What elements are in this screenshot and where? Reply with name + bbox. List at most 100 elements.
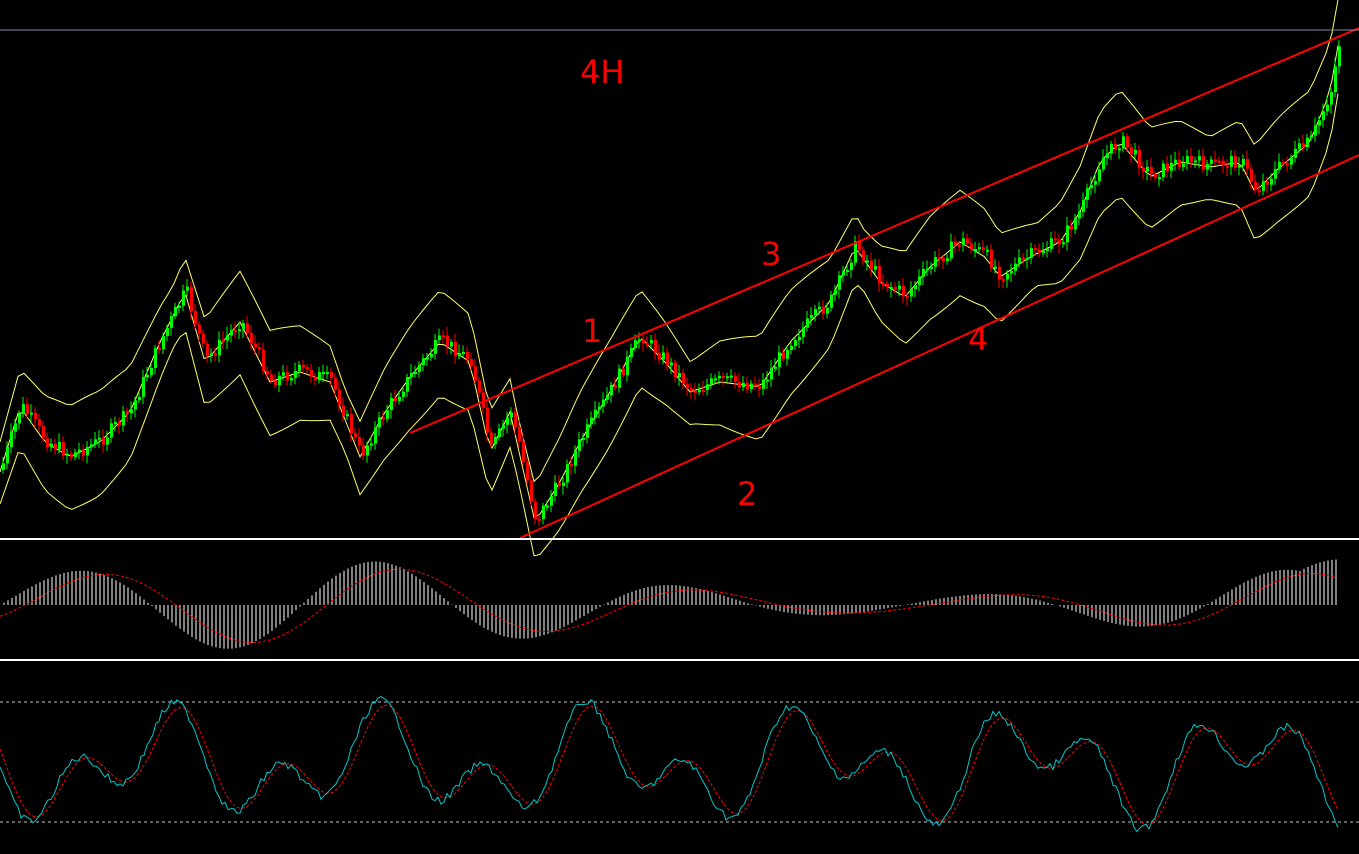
candle-body (122, 411, 125, 426)
candle-body (310, 369, 313, 377)
candle-body (778, 352, 781, 367)
candle-body (182, 290, 185, 306)
candle-body (1290, 157, 1293, 165)
candle-body (650, 339, 653, 344)
candle-body (406, 377, 409, 392)
candle-body (90, 444, 93, 447)
candle-body (1118, 148, 1121, 151)
candle-body (858, 241, 861, 251)
candle-body (150, 367, 153, 375)
candle-body (598, 406, 601, 410)
candle-body (174, 306, 177, 317)
candle-body (366, 445, 369, 456)
candle-body (958, 244, 961, 247)
candle-body (14, 423, 17, 432)
candle-body (646, 343, 649, 346)
candle-body (658, 352, 661, 360)
candle-body (982, 247, 985, 250)
candle-body (498, 428, 501, 438)
candle-body (690, 388, 693, 391)
candle-body (342, 405, 345, 417)
candle-body (18, 413, 21, 424)
candle-body (622, 368, 625, 375)
candle-body (154, 348, 157, 368)
candle-body (666, 352, 669, 366)
candle-body (794, 340, 797, 346)
candle-body (130, 409, 133, 414)
candle-body (198, 324, 201, 334)
candle-body (354, 433, 357, 437)
candle-body (1034, 248, 1037, 251)
candle-body (1042, 251, 1045, 254)
candle-body (1258, 190, 1261, 193)
candle-body (50, 443, 53, 448)
candle-body (94, 439, 97, 445)
candle-body (970, 243, 973, 250)
candle-body (322, 372, 325, 375)
candle-body (946, 258, 949, 262)
candle-body (850, 262, 853, 271)
candle-body (170, 316, 173, 328)
candle-body (1098, 169, 1101, 182)
candle-body (350, 414, 353, 434)
candle-body (30, 412, 33, 415)
candle-body (762, 379, 765, 389)
candle-body (906, 296, 909, 299)
candle-body (510, 412, 513, 418)
candle-body (1326, 104, 1329, 112)
candle-body (978, 247, 981, 250)
candle-body (1130, 147, 1133, 155)
candle-body (966, 238, 969, 244)
candle-body (78, 449, 81, 453)
candle-body (710, 378, 713, 385)
candle-body (1178, 159, 1181, 167)
candle-body (1138, 149, 1141, 168)
candle-body (1222, 160, 1225, 166)
candle-body (790, 345, 793, 351)
candle-body (874, 265, 877, 270)
candle-body (246, 323, 249, 333)
candle-body (1334, 66, 1337, 93)
candle-body (1110, 144, 1113, 154)
candle-body (74, 452, 77, 458)
candle-body (358, 436, 361, 446)
candle-body (670, 362, 673, 366)
candle-body (1086, 188, 1089, 200)
candle-body (990, 249, 993, 269)
candle-body (482, 392, 485, 408)
candle-body (898, 285, 901, 290)
candle-body (282, 372, 285, 376)
candle-body (266, 370, 269, 375)
candle-body (318, 372, 321, 381)
candle-body (506, 417, 509, 425)
candle-body (254, 343, 257, 348)
candle-body (1082, 199, 1085, 212)
candle-body (582, 437, 585, 440)
candle-body (82, 449, 85, 456)
candle-body (838, 275, 841, 290)
candle-body (2, 463, 5, 470)
candle-body (1250, 168, 1253, 182)
candle-body (1162, 163, 1165, 178)
candle-body (194, 310, 197, 325)
bollinger-upper (0, 0, 1339, 483)
candle-body (786, 350, 789, 359)
candle-body (538, 518, 541, 521)
candle-body (1146, 166, 1149, 172)
candle-body (1310, 135, 1313, 138)
candle-body (70, 454, 73, 458)
candle-body (202, 333, 205, 344)
macd-signal-line (0, 568, 1337, 644)
candle-body (554, 482, 557, 496)
candle-body (1242, 159, 1245, 166)
candle-body (314, 376, 317, 381)
candle-body (26, 404, 29, 415)
candle-body (22, 404, 25, 414)
candle-body (834, 289, 837, 295)
candle-body (278, 375, 281, 386)
candle-body (618, 368, 621, 388)
candle-body (446, 335, 449, 347)
candle-body (634, 340, 637, 349)
